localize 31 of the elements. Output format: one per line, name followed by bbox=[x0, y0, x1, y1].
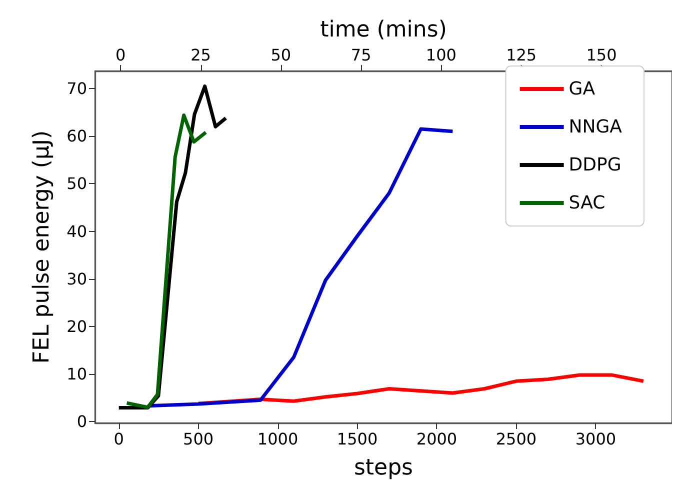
y-axis-title: FEL pulse energy (μJ) bbox=[30, 130, 54, 364]
legend-label: GA bbox=[568, 78, 596, 100]
x2-tick-label: 75 bbox=[350, 46, 372, 64]
y-tick-label: 40 bbox=[66, 222, 87, 241]
line-series bbox=[125, 113, 208, 410]
y-tick-label: 10 bbox=[66, 364, 87, 384]
x2-tick-label: 25 bbox=[190, 46, 211, 64]
x2-tick-label: 125 bbox=[506, 46, 537, 64]
y-tick-label: 50 bbox=[66, 174, 87, 194]
x2-axis-title: time (mins) bbox=[320, 18, 447, 42]
x2-tick-label: 50 bbox=[270, 46, 292, 64]
x-tick-label: 0 bbox=[114, 430, 124, 448]
y-tick-label: 30 bbox=[66, 269, 87, 288]
x-axis-title: steps bbox=[354, 456, 414, 480]
x2-tick-label: 0 bbox=[116, 46, 126, 64]
x-tick-label: 3000 bbox=[575, 430, 616, 448]
line-series bbox=[146, 127, 454, 408]
y-tick-label: 20 bbox=[66, 316, 87, 336]
x2-tick-label: 100 bbox=[426, 46, 456, 64]
y-tick-label: 0 bbox=[76, 412, 87, 432]
legend-label: NNGA bbox=[568, 116, 623, 138]
legend-label: DDPG bbox=[568, 154, 622, 176]
legend-label: SAC bbox=[568, 192, 606, 214]
x-tick-label: 1500 bbox=[336, 430, 378, 448]
x2-tick-label: 150 bbox=[586, 46, 617, 64]
x-tick-label: 2500 bbox=[496, 430, 537, 448]
y-tick-label: 60 bbox=[66, 126, 87, 146]
x-tick-label: 500 bbox=[183, 430, 214, 448]
x-tick-label: 1000 bbox=[257, 430, 298, 448]
x-tick-label: 2000 bbox=[416, 430, 458, 448]
y-tick-label: 70 bbox=[66, 79, 87, 98]
